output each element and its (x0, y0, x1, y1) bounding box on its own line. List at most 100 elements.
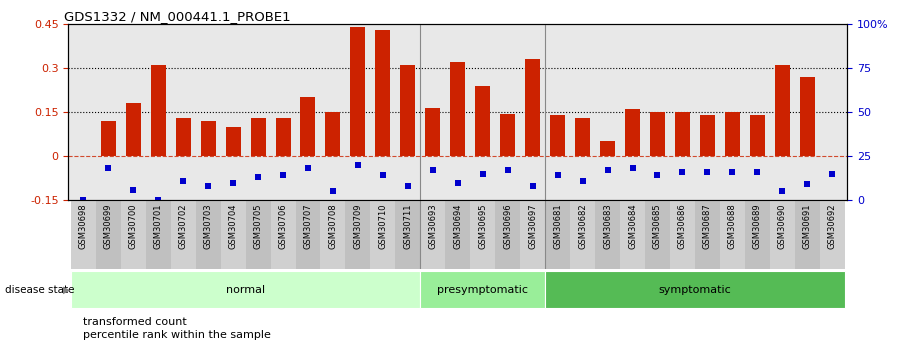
Point (576, 178, 590, 184)
Point (301, 166, 315, 171)
Bar (226, 127, 241, 156)
Point (775, 188, 790, 194)
Text: GSM30692: GSM30692 (828, 204, 836, 249)
Text: disease state: disease state (5, 285, 74, 295)
Point (450, 180, 465, 185)
Bar (800, 77, 814, 156)
Text: GSM30699: GSM30699 (104, 204, 113, 249)
Bar (695, 200, 720, 269)
Bar (351, 27, 365, 156)
Bar (525, 59, 540, 156)
Bar (420, 200, 445, 269)
Text: GSM30711: GSM30711 (404, 204, 413, 249)
Point (375, 173, 390, 178)
Bar (496, 200, 520, 269)
Bar (775, 65, 790, 156)
Text: GSM30700: GSM30700 (128, 204, 138, 249)
Bar (520, 200, 545, 269)
Text: GSM30708: GSM30708 (329, 204, 337, 249)
Bar (545, 271, 844, 308)
Bar (545, 200, 570, 269)
Bar (71, 271, 420, 308)
Text: GSM30684: GSM30684 (628, 204, 637, 249)
Point (151, 197, 166, 203)
Text: GSM30703: GSM30703 (204, 204, 212, 249)
Bar (600, 141, 615, 156)
Bar (126, 104, 140, 156)
Text: GSM30702: GSM30702 (179, 204, 188, 249)
Text: GSM30687: GSM30687 (703, 204, 711, 249)
Bar (101, 121, 116, 156)
Bar (271, 200, 295, 269)
Point (425, 167, 440, 173)
Text: percentile rank within the sample: percentile rank within the sample (83, 330, 271, 339)
Bar (400, 65, 415, 156)
Bar (575, 118, 590, 156)
Text: presymptomatic: presymptomatic (437, 285, 528, 295)
Bar (275, 118, 291, 156)
Point (550, 173, 565, 178)
Bar (96, 200, 121, 269)
Bar (650, 112, 665, 156)
Bar (700, 115, 715, 156)
Bar (470, 200, 496, 269)
Point (625, 166, 640, 171)
Point (176, 178, 190, 184)
Point (101, 166, 116, 171)
Bar (645, 200, 670, 269)
Bar (301, 98, 315, 156)
Text: GSM30685: GSM30685 (653, 204, 662, 249)
Bar (176, 118, 190, 156)
Text: GSM30698: GSM30698 (79, 204, 87, 249)
Bar (500, 114, 516, 156)
Text: GSM30686: GSM30686 (678, 204, 687, 249)
Point (650, 173, 665, 178)
Bar (725, 112, 740, 156)
Point (126, 187, 140, 192)
Point (526, 183, 540, 189)
Bar (345, 200, 371, 269)
Text: symptomatic: symptomatic (659, 285, 732, 295)
Text: GSM30706: GSM30706 (279, 204, 288, 249)
Point (76, 197, 90, 203)
Point (200, 183, 215, 189)
Bar (445, 200, 470, 269)
Text: GSM30682: GSM30682 (578, 204, 587, 249)
Point (825, 171, 840, 177)
Point (600, 167, 615, 173)
Point (251, 175, 265, 180)
Text: GSM30704: GSM30704 (229, 204, 238, 249)
Text: GSM30695: GSM30695 (478, 204, 487, 249)
Text: GSM30691: GSM30691 (803, 204, 812, 249)
Text: GSM30697: GSM30697 (528, 204, 537, 249)
Bar (476, 86, 490, 156)
Bar (200, 121, 216, 156)
Bar (295, 200, 321, 269)
Point (701, 169, 715, 175)
Text: GSM30683: GSM30683 (603, 204, 612, 249)
Text: transformed count: transformed count (83, 317, 187, 326)
Bar (595, 200, 620, 269)
Bar (321, 200, 345, 269)
Text: GSM30690: GSM30690 (778, 204, 787, 249)
Text: GSM30693: GSM30693 (428, 204, 437, 249)
Bar (794, 200, 820, 269)
Bar (150, 65, 166, 156)
Text: GSM30694: GSM30694 (454, 204, 462, 249)
Point (800, 181, 814, 187)
Text: GDS1332 / NM_000441.1_PROBE1: GDS1332 / NM_000441.1_PROBE1 (65, 10, 291, 23)
Point (325, 188, 340, 194)
Bar (246, 200, 271, 269)
Bar (220, 200, 246, 269)
Point (500, 167, 515, 173)
Text: normal: normal (226, 285, 265, 295)
Bar (71, 200, 96, 269)
Bar (820, 200, 844, 269)
Bar (395, 200, 420, 269)
Bar (196, 200, 220, 269)
Text: GSM30707: GSM30707 (303, 204, 312, 249)
Point (226, 180, 241, 185)
Bar (670, 200, 695, 269)
Text: GSM30710: GSM30710 (378, 204, 387, 249)
Text: ▶: ▶ (63, 285, 70, 295)
